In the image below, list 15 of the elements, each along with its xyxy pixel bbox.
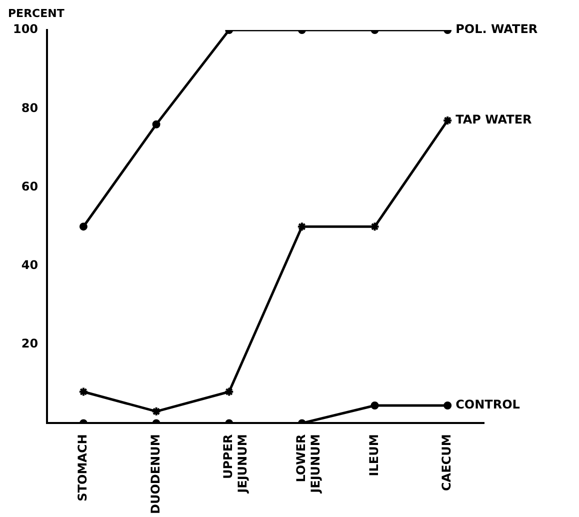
series-label: POL. WATER bbox=[456, 22, 538, 36]
x-tick-label: DUODENUM bbox=[148, 434, 162, 514]
x-tick-label: ILEUM bbox=[366, 434, 381, 476]
series-label: CONTROL bbox=[456, 398, 520, 412]
x-tick-label: STOMACH bbox=[76, 434, 90, 502]
x-tick-label: LOWER JEJUNUM bbox=[294, 434, 322, 494]
y-tick-label: 60 bbox=[21, 179, 38, 194]
y-tick-label: 100 bbox=[12, 22, 38, 36]
x-tick-label: CAECUM bbox=[440, 434, 454, 492]
series-label: TAP WATER bbox=[456, 112, 532, 127]
y-tick-label: 80 bbox=[21, 100, 38, 115]
x-tick-label: UPPER JEJUNUM bbox=[221, 434, 250, 494]
y-tick-label: 40 bbox=[21, 258, 38, 272]
y-axis-title: PERCENT bbox=[8, 6, 65, 20]
y-tick-label: 20 bbox=[21, 336, 38, 351]
